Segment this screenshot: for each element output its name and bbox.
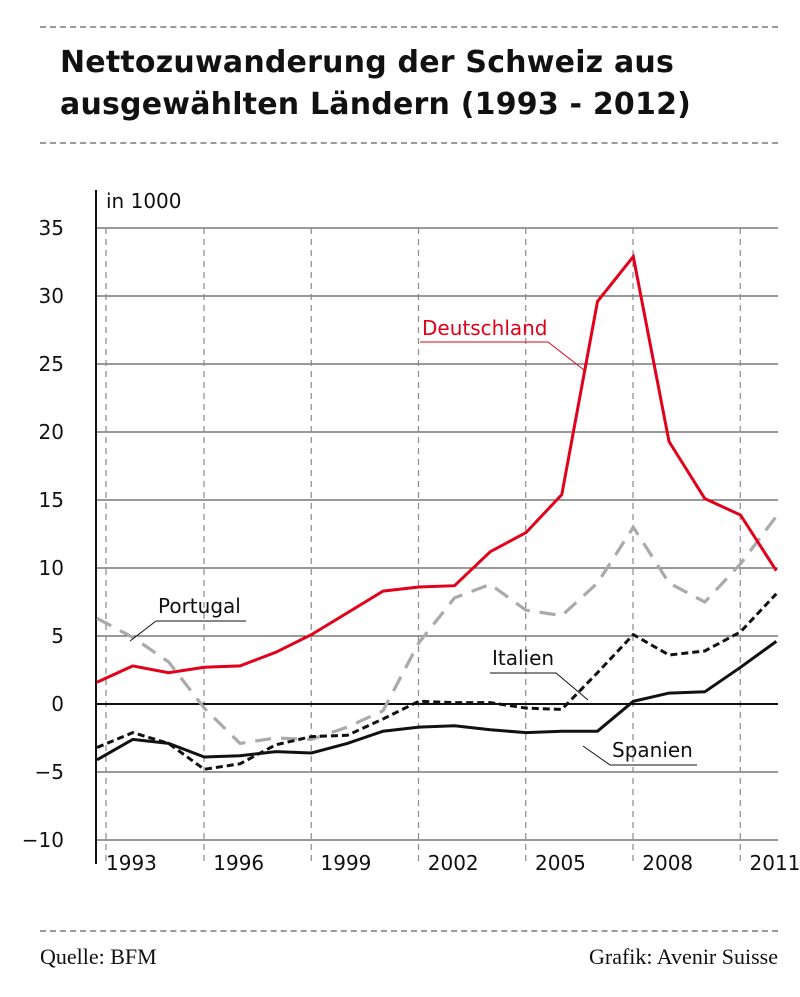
x-tick-label: 2008 (642, 851, 693, 875)
y-tick-label: 20 (39, 420, 64, 444)
series-label-spanien: Spanien (612, 738, 693, 762)
y-tick-label: 35 (39, 216, 64, 240)
leader-line-spanien (582, 745, 697, 766)
leader-line-italien (490, 672, 589, 701)
x-tick-label: 2005 (535, 851, 586, 875)
source-note: Quelle: BFM (40, 944, 157, 969)
x-tick-label: 2011 (750, 851, 800, 875)
y-tick-label: −5 (35, 760, 64, 784)
series (96, 253, 778, 771)
leader-line-portugal-tail (129, 620, 157, 642)
y-tick-label: 0 (51, 692, 64, 716)
series-line-italien (96, 592, 778, 771)
line-chart: in 1000 −10 −5 0 5 10 15 20 25 30 35 1993 1996 1999 2… (22, 189, 800, 875)
y-tick-label: 5 (51, 624, 64, 648)
series-label-portugal: Portugal (158, 594, 241, 618)
credit-note: Grafik: Avenir Suisse (588, 944, 778, 969)
y-tick-label: 30 (39, 284, 64, 308)
axes: in 1000 −10 −5 0 5 10 15 20 25 30 35 1993 1996 1999 2… (22, 189, 800, 875)
chart-title: Nettozuwanderung der Schweiz aus ausgewä… (60, 45, 692, 122)
footer-rule (40, 930, 778, 932)
x-tick-label: 1993 (106, 851, 157, 875)
x-tick-label: 1996 (213, 851, 264, 875)
y-tick-label: 25 (39, 352, 64, 376)
x-tick-label: 1999 (321, 851, 372, 875)
series-label-italien: Italien (492, 646, 554, 670)
y-unit-label: in 1000 (106, 189, 182, 213)
y-tick-label: 10 (39, 556, 64, 580)
x-tick-label: 2002 (428, 851, 479, 875)
series-labels: Deutschland Portugal Italien Spanien (129, 316, 697, 766)
y-tick-label: −10 (22, 828, 64, 852)
top-rule (40, 26, 778, 28)
series-line-deutschland (96, 253, 778, 684)
title-rule (40, 142, 778, 144)
series-line-portugal (96, 515, 778, 746)
series-label-deutschland: Deutschland (422, 316, 548, 340)
y-tick-label: 15 (39, 488, 64, 512)
series-line-spanien (96, 640, 778, 762)
leader-line-deutschland (420, 341, 585, 371)
